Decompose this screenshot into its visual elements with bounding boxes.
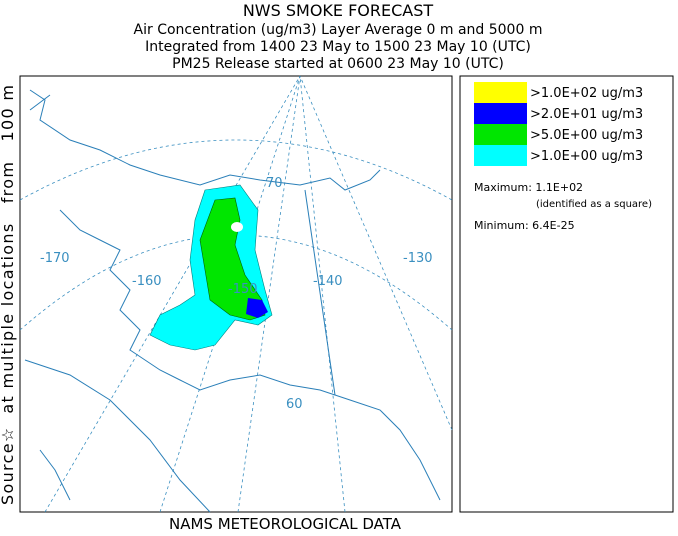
coastline bbox=[29, 94, 71, 501]
maximum: Maximum: 1.1E+02 bbox=[474, 181, 583, 194]
graticule bbox=[44, 75, 301, 513]
legend-swatch bbox=[474, 124, 527, 145]
smoke-hole bbox=[231, 222, 243, 232]
legend: >1.0E+02 ug/m3 >2.0E+01 ug/m3 >5.0E+00 ug/… bbox=[474, 82, 643, 166]
smoke-plume bbox=[246, 298, 268, 318]
coastline bbox=[29, 89, 381, 191]
legend-swatch bbox=[474, 145, 527, 166]
graticule bbox=[299, 75, 346, 513]
identified: (identified as a square) bbox=[536, 199, 652, 210]
coastline bbox=[24, 359, 211, 513]
legend-label: >5.0E+00 ug/m3 bbox=[530, 128, 643, 143]
smoke-plume bbox=[199, 197, 266, 321]
coastline bbox=[59, 209, 441, 501]
border bbox=[304, 189, 336, 396]
graticule bbox=[237, 75, 301, 513]
graticule-labels: -170 -160 -150 -140 -130 70 60 bbox=[40, 176, 433, 412]
legend-label: >2.0E+01 ug/m3 bbox=[530, 107, 643, 122]
legend-swatch bbox=[474, 82, 527, 103]
graticule-label: -160 bbox=[132, 274, 162, 289]
legend-swatch bbox=[474, 103, 527, 124]
graticule-label: -140 bbox=[313, 274, 343, 289]
graticule-label: 60 bbox=[286, 397, 303, 412]
legend-label: >1.0E+00 ug/m3 bbox=[530, 149, 643, 164]
graticule-label: -170 bbox=[40, 251, 70, 266]
subtitle: Integrated from 1400 23 May to 1500 23 M… bbox=[145, 39, 531, 55]
graticule-label: -130 bbox=[403, 251, 433, 266]
title: NWS SMOKE FORECAST bbox=[243, 1, 434, 20]
subtitle: Air Concentration (ug/m3) Layer Average … bbox=[134, 22, 543, 38]
minimum: Minimum: 6.4E-25 bbox=[474, 219, 575, 232]
legend-label: >1.0E+02 ug/m3 bbox=[530, 86, 643, 101]
side-label: Source☆ at multiple locations from 100 m bbox=[0, 85, 17, 505]
header: NWS SMOKE FORECAST Air Concentration (ug/… bbox=[134, 1, 543, 72]
graticule-label: -150 bbox=[228, 282, 258, 297]
graticule bbox=[299, 75, 453, 431]
graticule-label: 70 bbox=[266, 176, 283, 191]
footer: NAMS METEOROLOGICAL DATA bbox=[169, 515, 402, 532]
smoke bbox=[149, 184, 273, 351]
subtitle: PM25 Release started at 0600 23 May 10 (… bbox=[172, 56, 504, 72]
